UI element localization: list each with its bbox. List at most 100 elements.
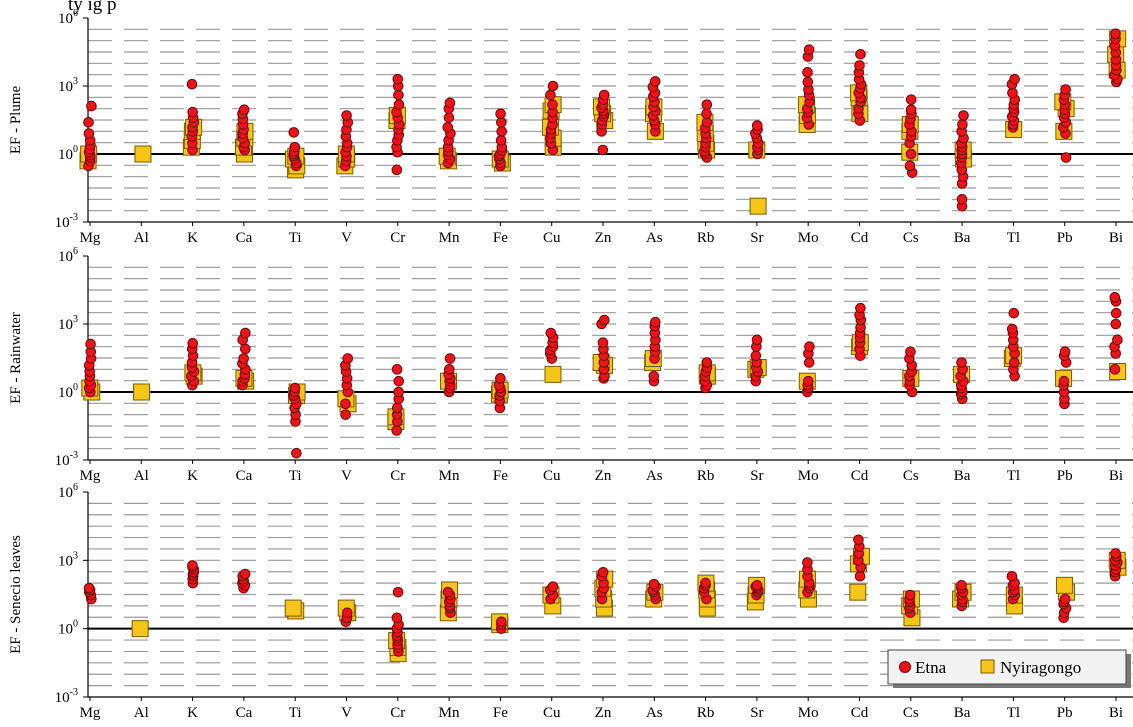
x-tick-label-mn: Mn <box>439 230 460 246</box>
etna-marker-sr <box>751 580 763 591</box>
x-tick-label-bi: Bi <box>1109 230 1123 246</box>
y-tick-label: 100 <box>58 144 78 163</box>
x-tick-label-ba: Ba <box>954 230 971 246</box>
etna-marker-rb <box>701 357 713 368</box>
etna-marker-ba <box>956 580 967 591</box>
legend-frame <box>887 649 1127 685</box>
nyiragongo-marker-al <box>133 383 151 401</box>
etna-marker-cr <box>391 612 403 624</box>
x-tick-label-ca: Ca <box>236 705 253 721</box>
y-tick-label: 103 <box>58 314 78 333</box>
etna-marker-pb <box>1059 346 1071 357</box>
etna-marker-mg <box>83 117 94 128</box>
x-tick-label-cd: Cd <box>851 230 869 246</box>
etna-marker-k <box>187 338 199 349</box>
y-tick-label: 106 <box>58 246 78 265</box>
etna-marker-cr <box>393 99 405 110</box>
etna-marker-fe <box>496 616 507 628</box>
etna-marker-mo <box>802 76 814 88</box>
etna-marker-bi <box>1110 28 1121 40</box>
etna-marker-cs <box>905 346 916 357</box>
etna-marker-fe <box>496 126 508 137</box>
x-tick-label-k: K <box>187 705 198 721</box>
etna-marker-fe <box>496 117 507 128</box>
etna-marker-cs <box>905 94 917 105</box>
etna-marker-pb <box>1060 84 1071 95</box>
x-tick-label-rb: Rb <box>697 468 715 484</box>
etna-marker-ca <box>240 343 251 355</box>
x-tick-label-as: As <box>646 230 663 246</box>
etna-marker-ti <box>289 382 301 394</box>
legend-etna-label: Etna <box>915 658 947 677</box>
x-tick-label-tl: Tl <box>1007 468 1020 484</box>
x-tick-label-sr: Sr <box>750 230 763 246</box>
x-tick-label-ti: Ti <box>289 705 302 721</box>
etna-marker-mo <box>802 67 813 78</box>
nyiragongo-marker-ti <box>284 599 302 617</box>
x-tick-label-v: V <box>341 705 352 721</box>
x-tick-label-tl: Tl <box>1007 705 1020 721</box>
y-axis-title: EF - Rainwater <box>8 312 24 404</box>
etna-marker-mg <box>83 582 95 594</box>
etna-marker-tl <box>1006 323 1018 335</box>
chart-legend: Etna Nyiragongo <box>887 649 1131 688</box>
etna-marker-v <box>340 409 351 420</box>
x-tick-label-mg: Mg <box>80 468 101 484</box>
etna-marker-cd <box>855 49 866 60</box>
etna-marker-tl <box>1008 307 1020 319</box>
x-tick-label-zn: Zn <box>595 230 612 246</box>
x-tick-label-pb: Pb <box>1057 468 1073 484</box>
etna-marker-bi <box>1110 318 1122 330</box>
nyiragongo-marker-cu <box>544 365 562 383</box>
etna-marker-mn <box>442 586 454 598</box>
etna-marker-zn <box>598 89 610 101</box>
etna-marker-cd <box>854 570 866 582</box>
etna-marker-ti <box>288 127 300 138</box>
etna-marker-mn <box>442 122 454 133</box>
etna-marker-fe <box>495 135 507 146</box>
x-tick-label-tl: Tl <box>1007 230 1020 246</box>
etna-marker-bi <box>1110 548 1121 559</box>
chart-panels: 10-3 100 103 106 EF - Plume Mg Al K Ca Ti V Cr Mn Fe C… <box>8 8 1133 721</box>
x-tick-label-zn: Zn <box>595 705 612 721</box>
etna-marker-cd <box>853 534 864 546</box>
etna-marker-k <box>186 78 198 90</box>
nyiragongo-marker-al <box>134 145 152 163</box>
etna-marker-bi <box>1109 292 1121 303</box>
etna-marker-rb <box>700 577 711 589</box>
etna-marker-mo <box>803 375 814 387</box>
x-tick-label-ca: Ca <box>236 468 253 484</box>
etna-marker-ti <box>291 447 302 459</box>
etna-marker-ca <box>240 327 251 339</box>
nyiragongo-marker-sr <box>749 197 767 215</box>
y-axis-title: EF - Senecio leaves <box>8 535 24 654</box>
etna-marker-k <box>187 106 198 118</box>
x-tick-label-mg: Mg <box>80 705 101 721</box>
x-tick-label-rb: Rb <box>697 230 715 246</box>
y-tick-label: 100 <box>58 619 78 638</box>
etna-marker-cu <box>545 327 557 339</box>
etna-marker-ca <box>238 104 250 116</box>
x-tick-label-mo: Mo <box>798 230 819 246</box>
etna-marker-cr <box>392 73 404 85</box>
etna-marker-bi <box>1110 307 1122 319</box>
x-tick-label-fe: Fe <box>493 468 508 484</box>
nyiragongo-marker-al <box>131 620 149 638</box>
x-tick-label-cs: Cs <box>903 468 919 484</box>
etna-marker-mn <box>443 112 455 123</box>
x-tick-label-cu: Cu <box>543 230 561 246</box>
nyiragongo-marker-pb <box>1055 576 1073 594</box>
x-tick-label-al: Al <box>134 468 149 484</box>
etna-marker-sr <box>750 350 762 361</box>
etna-marker-sr <box>751 334 763 346</box>
x-tick-label-cr: Cr <box>390 468 405 484</box>
legend-etna-marker <box>899 661 911 673</box>
etna-marker-bi <box>1112 334 1123 346</box>
etna-marker-cu <box>547 80 559 92</box>
etna-marker-cr <box>391 402 403 414</box>
etna-marker-mo <box>804 341 815 352</box>
x-tick-label-cr: Cr <box>390 705 405 721</box>
x-tick-label-cs: Cs <box>903 705 919 721</box>
etna-marker-cs <box>904 589 916 601</box>
etna-marker-cr <box>393 375 405 387</box>
